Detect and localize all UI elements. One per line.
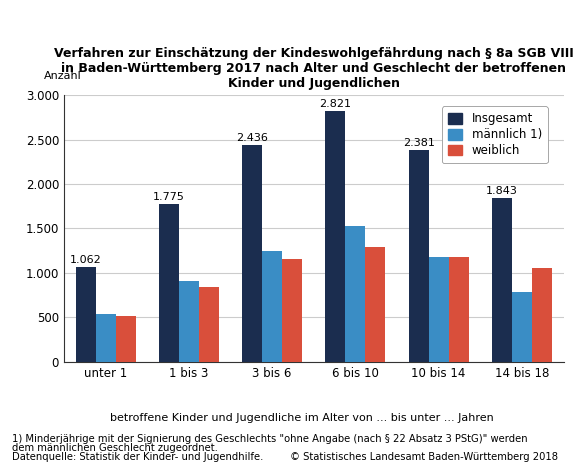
Text: 1.775: 1.775 [153,192,185,202]
Text: Datenquelle: Statistik der Kinder- und Jugendhilfe.: Datenquelle: Statistik der Kinder- und J… [12,452,263,462]
Text: 1.062: 1.062 [70,255,102,265]
Text: © Statistisches Landesamt Baden-Württemberg 2018: © Statistisches Landesamt Baden-Württemb… [290,452,558,462]
Bar [76,268,95,362]
Text: Anzahl: Anzahl [44,71,81,81]
Bar [159,204,179,362]
Bar [242,145,262,362]
Bar [325,111,345,362]
Text: 2.436: 2.436 [236,133,268,143]
Text: 2.381: 2.381 [403,138,435,148]
Text: 1.843: 1.843 [486,186,518,196]
Bar [365,247,385,362]
Text: 1) Minderjährige mit der Signierung des Geschlechts "ohne Angabe (nach § 22 Absa: 1) Minderjährige mit der Signierung des … [12,434,527,444]
Bar [95,314,116,362]
Bar [262,251,282,362]
Bar [199,287,219,362]
Text: dem männlichen Geschlecht zugeordnet.: dem männlichen Geschlecht zugeordnet. [12,443,217,453]
Bar [492,198,512,362]
Bar [429,258,449,362]
Bar [512,292,532,362]
Bar [179,281,199,362]
Bar [116,316,135,362]
Bar [282,259,302,362]
Legend: Insgesamt, männlich 1), weiblich: Insgesamt, männlich 1), weiblich [442,107,548,163]
Bar [408,150,429,362]
Title: Verfahren zur Einschätzung der Kindeswohlgefährdung nach § 8a SGB VIII
in Baden-: Verfahren zur Einschätzung der Kindeswoh… [54,47,573,90]
Bar [532,268,552,362]
Text: 2.821: 2.821 [320,99,352,109]
Bar [345,226,365,362]
Bar [449,257,469,362]
Text: betroffene Kinder und Jugendliche im Alter von ... bis unter ... Jahren: betroffene Kinder und Jugendliche im Alt… [110,413,494,423]
